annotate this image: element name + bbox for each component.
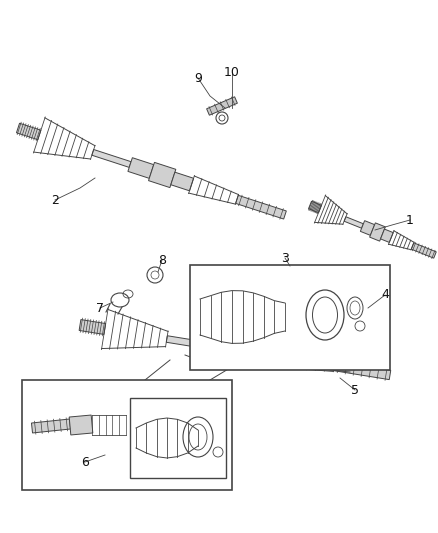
Polygon shape [148, 163, 176, 188]
Text: 3: 3 [281, 252, 289, 264]
Polygon shape [233, 340, 261, 365]
Polygon shape [207, 97, 237, 115]
Polygon shape [209, 338, 236, 358]
Polygon shape [370, 223, 385, 241]
Text: 1: 1 [406, 214, 414, 227]
Polygon shape [360, 221, 374, 236]
Text: 2: 2 [51, 193, 59, 206]
Polygon shape [308, 201, 321, 213]
Polygon shape [333, 361, 391, 379]
Polygon shape [69, 415, 93, 435]
Text: 8: 8 [158, 254, 166, 266]
Polygon shape [17, 123, 41, 140]
Polygon shape [344, 217, 364, 228]
Text: 10: 10 [224, 66, 240, 78]
Polygon shape [79, 320, 106, 334]
Polygon shape [381, 229, 393, 243]
Text: 6: 6 [81, 456, 89, 469]
Polygon shape [411, 243, 436, 258]
Polygon shape [166, 336, 211, 349]
Text: 4: 4 [381, 288, 389, 302]
Polygon shape [128, 158, 154, 179]
Bar [22, 380, 232, 490]
Text: 9: 9 [194, 71, 202, 85]
Polygon shape [92, 150, 131, 167]
Polygon shape [236, 195, 286, 219]
Bar [130, 398, 226, 478]
Polygon shape [259, 347, 283, 365]
Bar [190, 265, 390, 370]
Polygon shape [32, 419, 71, 433]
Text: 5: 5 [351, 384, 359, 397]
Polygon shape [171, 172, 194, 191]
Text: 7: 7 [96, 302, 104, 314]
